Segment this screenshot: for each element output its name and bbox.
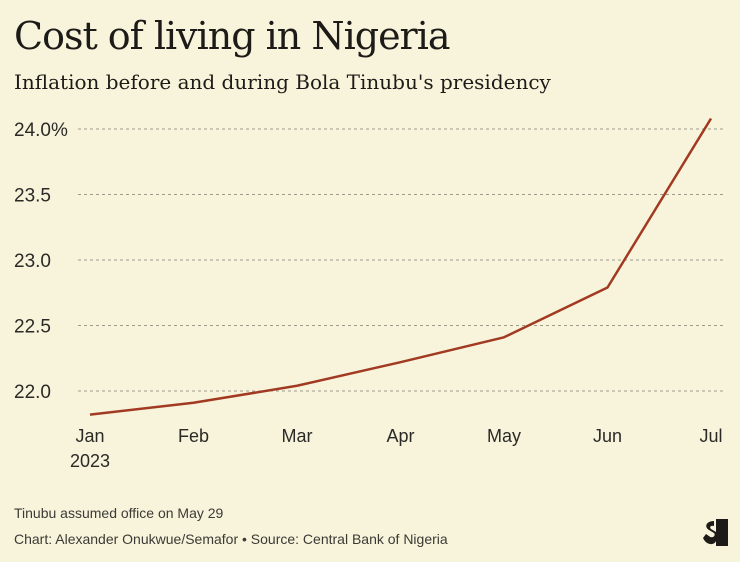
chart-title: Cost of living in Nigeria — [14, 14, 451, 58]
y-tick-label: 23.5 — [14, 186, 51, 207]
x-tick-label: Mar — [282, 426, 313, 446]
footnote: Tinubu assumed office on May 29 — [14, 505, 224, 521]
x-tick-label: Feb — [178, 426, 209, 446]
y-tick-label: 24.0% — [14, 120, 68, 141]
x-tick-label: Apr — [386, 426, 414, 446]
y-tick-label: 22.5 — [14, 317, 51, 338]
x-tick-label: Jun — [593, 426, 622, 446]
series-line — [89, 117, 713, 416]
x-tick-label: May — [487, 426, 521, 446]
y-tick-label: 23.0 — [14, 251, 51, 272]
x-tick-label: Jul — [699, 426, 722, 446]
credit-line: Chart: Alexander Onukwue/Semafor • Sourc… — [14, 531, 448, 547]
chart-subtitle: Inflation before and during Bola Tinubu'… — [14, 70, 551, 94]
line-chart: 22.0 22.5 23.0 23.5 24.0% Jan 2023 Feb Mar Apr May… — [14, 117, 725, 471]
semafor-logo — [703, 519, 728, 546]
x-tick-sublabel: 2023 — [70, 451, 110, 471]
y-tick-label: 22.0 — [14, 382, 51, 403]
x-tick-label: Jan — [75, 426, 104, 446]
